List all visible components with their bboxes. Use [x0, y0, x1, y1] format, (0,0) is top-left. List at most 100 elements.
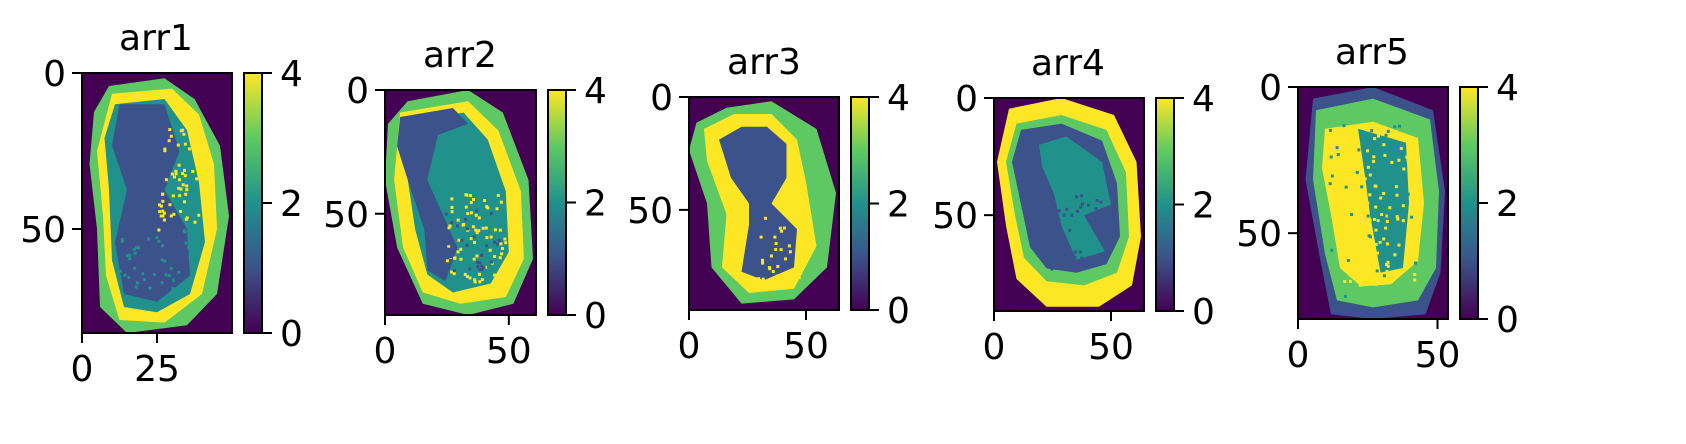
heatmap-speckle [1342, 124, 1346, 128]
heatmap-speckle [197, 172, 201, 176]
heatmap-speckle [489, 211, 493, 215]
heatmap-speckle [1350, 207, 1354, 210]
heatmap-speckle [1366, 214, 1370, 218]
heatmap-speckle [480, 267, 484, 271]
heatmap-speckle [155, 236, 159, 240]
heatmap-speckle [1068, 229, 1072, 232]
heatmap-speckle [469, 201, 473, 205]
colorbar [850, 96, 870, 311]
heatmap-speckle [457, 238, 461, 242]
heatmap-speckle [1374, 228, 1378, 232]
heatmap-speckle [1397, 243, 1401, 247]
heatmap-speckle [1379, 196, 1383, 200]
heatmap-speckle [1062, 244, 1066, 248]
heatmap-speckle [480, 253, 483, 257]
heatmap-speckle [160, 281, 164, 285]
heatmap-speckle [142, 278, 146, 282]
heatmap-speckle [170, 172, 174, 176]
heatmap-speckle [169, 214, 173, 218]
heatmap-speckle [1395, 193, 1399, 197]
heatmap-speckle [462, 223, 466, 226]
y-tick-label: 50 [932, 196, 978, 237]
heatmap-speckle [1348, 279, 1352, 283]
heatmap-speckle [799, 217, 803, 220]
heatmap-speckle [177, 270, 181, 274]
heatmap-speckle [126, 254, 130, 258]
heatmap-speckle [1406, 158, 1410, 162]
heatmap-speckle [177, 163, 181, 167]
heatmap-speckle [185, 216, 189, 220]
heatmap-speckle [198, 138, 202, 142]
heatmap-speckle [1386, 129, 1390, 133]
heatmap-speckle [1382, 143, 1386, 147]
heatmap-speckle [183, 174, 187, 178]
heatmap-speckle [485, 236, 489, 240]
heatmap-speckle [446, 240, 450, 244]
heatmap-speckle [168, 203, 172, 207]
heatmap-speckle [1398, 143, 1402, 147]
heatmap-speckle [480, 278, 484, 282]
heatmap-speckle [1330, 174, 1334, 178]
heatmap-speckle [1401, 219, 1405, 223]
heatmap-speckle [133, 251, 137, 255]
heatmap-speckle [185, 188, 189, 192]
heatmap-speckle [1410, 186, 1414, 190]
heatmap-speckle [123, 273, 127, 277]
heatmap-speckle [1079, 205, 1083, 209]
heatmap-speckle [120, 239, 124, 243]
heatmap-speckle [480, 264, 484, 268]
heatmap-speckle [1055, 216, 1059, 219]
heatmap-speckle [447, 226, 451, 230]
heatmap-speckle [455, 224, 459, 228]
heatmap-speckle [1353, 174, 1357, 178]
heatmap-speckle [1378, 243, 1382, 247]
heatmap-speckle [1374, 282, 1378, 286]
heatmap-speckle [195, 152, 199, 155]
heatmap-speckle [1393, 253, 1397, 257]
heatmap-speckle [1398, 257, 1402, 261]
heatmap-speckle [141, 272, 145, 276]
heatmap-speckle [503, 237, 507, 241]
heatmap-speckle [496, 242, 499, 246]
heatmap-speckle [1047, 259, 1051, 263]
y-tick-label: 50 [20, 210, 66, 251]
heatmap-speckle [1385, 214, 1389, 218]
heatmap-speckle [1394, 185, 1398, 189]
heatmap-speckle [1362, 204, 1366, 208]
heatmap-speckle [497, 238, 501, 242]
heatmap-speckle [442, 244, 446, 248]
heatmap-speckle [1414, 261, 1417, 265]
heatmap-speckle [489, 235, 493, 239]
colorbar-tick-label: 0 [1496, 300, 1519, 341]
heatmap-speckle [1074, 195, 1078, 199]
axes-frame [993, 97, 1145, 312]
x-tick-label: 50 [1088, 327, 1134, 368]
heatmap-speckle [771, 270, 775, 274]
heatmap-speckle [193, 220, 197, 224]
heatmap-speckle [1087, 203, 1090, 207]
heatmap-speckle [161, 192, 165, 196]
heatmap-region [1358, 128, 1409, 273]
heatmap-speckle [1113, 231, 1117, 235]
heatmap-speckle [450, 197, 454, 201]
heatmap-speckle [1376, 251, 1379, 255]
heatmap-speckle [121, 293, 125, 297]
heatmap-speckle [1414, 172, 1418, 176]
heatmap-speckle [1368, 218, 1372, 222]
heatmap-speckle [1401, 204, 1405, 208]
heatmap-speckle [775, 276, 779, 280]
x-tick-label: 0 [1287, 335, 1310, 376]
x-tick-label: 0 [678, 326, 701, 367]
x-tick-label: 25 [134, 349, 180, 390]
heatmap-speckle [443, 265, 447, 268]
colorbar-tick-label: 0 [280, 314, 303, 355]
y-tick-label: 0 [955, 79, 978, 120]
heatmap-speckle [132, 247, 136, 251]
heatmap-speckle [490, 260, 494, 264]
panel-title: arr2 [423, 35, 497, 76]
heatmap-speckle [449, 258, 453, 262]
heatmap-speckle [1347, 272, 1351, 276]
heatmap-speckle [179, 129, 183, 133]
colorbar-tick-label: 4 [280, 54, 303, 95]
heatmap-speckle [475, 231, 479, 235]
